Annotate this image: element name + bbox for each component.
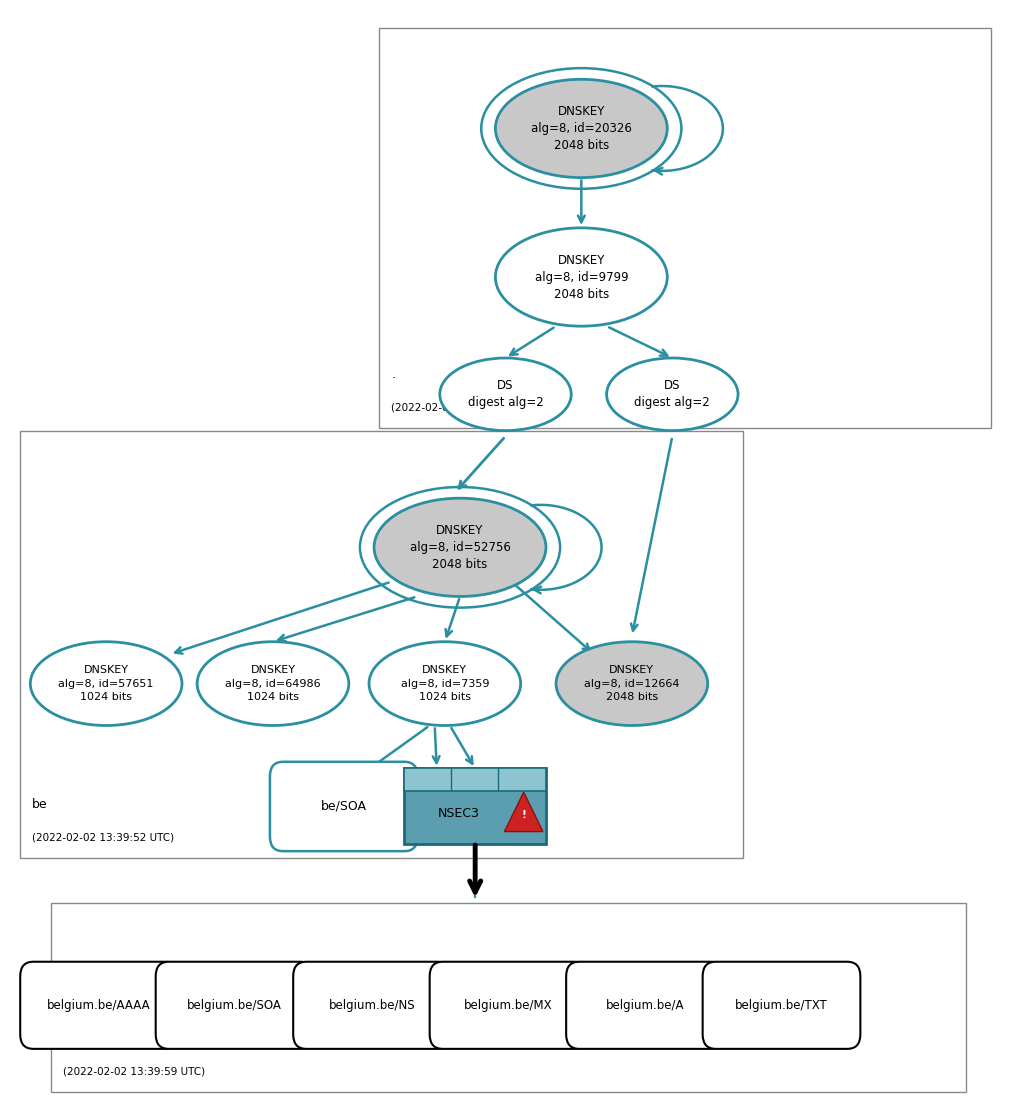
FancyBboxPatch shape bbox=[270, 762, 418, 851]
FancyBboxPatch shape bbox=[404, 768, 546, 791]
Text: belgium.be/TXT: belgium.be/TXT bbox=[735, 999, 828, 1012]
Ellipse shape bbox=[495, 228, 667, 326]
Text: belgium.be/A: belgium.be/A bbox=[606, 999, 684, 1012]
Ellipse shape bbox=[374, 498, 546, 596]
Text: DS
digest alg=2: DS digest alg=2 bbox=[468, 380, 543, 409]
Polygon shape bbox=[504, 792, 543, 831]
Ellipse shape bbox=[440, 357, 571, 430]
Text: be/SOA: be/SOA bbox=[320, 800, 367, 813]
FancyBboxPatch shape bbox=[404, 768, 546, 844]
Ellipse shape bbox=[495, 79, 667, 178]
Ellipse shape bbox=[197, 641, 349, 726]
Text: DNSKEY
alg=8, id=57651
1024 bits: DNSKEY alg=8, id=57651 1024 bits bbox=[59, 666, 154, 701]
Text: belgium.be/SOA: belgium.be/SOA bbox=[187, 999, 282, 1012]
FancyBboxPatch shape bbox=[156, 962, 313, 1049]
Text: DNSKEY
alg=8, id=7359
1024 bits: DNSKEY alg=8, id=7359 1024 bits bbox=[400, 666, 489, 701]
Text: .: . bbox=[391, 367, 395, 381]
Ellipse shape bbox=[607, 357, 738, 430]
FancyBboxPatch shape bbox=[566, 962, 724, 1049]
Ellipse shape bbox=[30, 641, 182, 726]
Text: (2022-02-02 13:39:52 UTC): (2022-02-02 13:39:52 UTC) bbox=[32, 832, 175, 842]
Text: DS
digest alg=2: DS digest alg=2 bbox=[635, 380, 710, 409]
Text: belgium.be/MX: belgium.be/MX bbox=[464, 999, 553, 1012]
Text: belgium.be: belgium.be bbox=[63, 1032, 132, 1046]
Ellipse shape bbox=[369, 641, 521, 726]
FancyBboxPatch shape bbox=[703, 962, 860, 1049]
FancyBboxPatch shape bbox=[20, 431, 743, 858]
FancyBboxPatch shape bbox=[430, 962, 587, 1049]
FancyBboxPatch shape bbox=[379, 28, 991, 428]
Text: belgium.be/AAAA: belgium.be/AAAA bbox=[48, 999, 151, 1012]
Ellipse shape bbox=[556, 641, 708, 726]
FancyBboxPatch shape bbox=[20, 962, 178, 1049]
Text: DNSKEY
alg=8, id=12664
2048 bits: DNSKEY alg=8, id=12664 2048 bits bbox=[584, 666, 679, 701]
Text: DNSKEY
alg=8, id=64986
1024 bits: DNSKEY alg=8, id=64986 1024 bits bbox=[225, 666, 320, 701]
FancyBboxPatch shape bbox=[51, 903, 966, 1092]
Text: !: ! bbox=[522, 811, 526, 820]
FancyBboxPatch shape bbox=[293, 962, 451, 1049]
Text: (2022-02-02 12:56:01 UTC): (2022-02-02 12:56:01 UTC) bbox=[391, 402, 533, 412]
Text: belgium.be/NS: belgium.be/NS bbox=[329, 999, 416, 1012]
Text: NSEC3: NSEC3 bbox=[438, 806, 480, 820]
Text: (2022-02-02 13:39:59 UTC): (2022-02-02 13:39:59 UTC) bbox=[63, 1067, 205, 1077]
Text: be: be bbox=[32, 798, 48, 811]
Text: DNSKEY
alg=8, id=9799
2048 bits: DNSKEY alg=8, id=9799 2048 bits bbox=[535, 254, 628, 300]
Text: DNSKEY
alg=8, id=20326
2048 bits: DNSKEY alg=8, id=20326 2048 bits bbox=[531, 105, 632, 152]
Text: DNSKEY
alg=8, id=52756
2048 bits: DNSKEY alg=8, id=52756 2048 bits bbox=[409, 524, 511, 571]
